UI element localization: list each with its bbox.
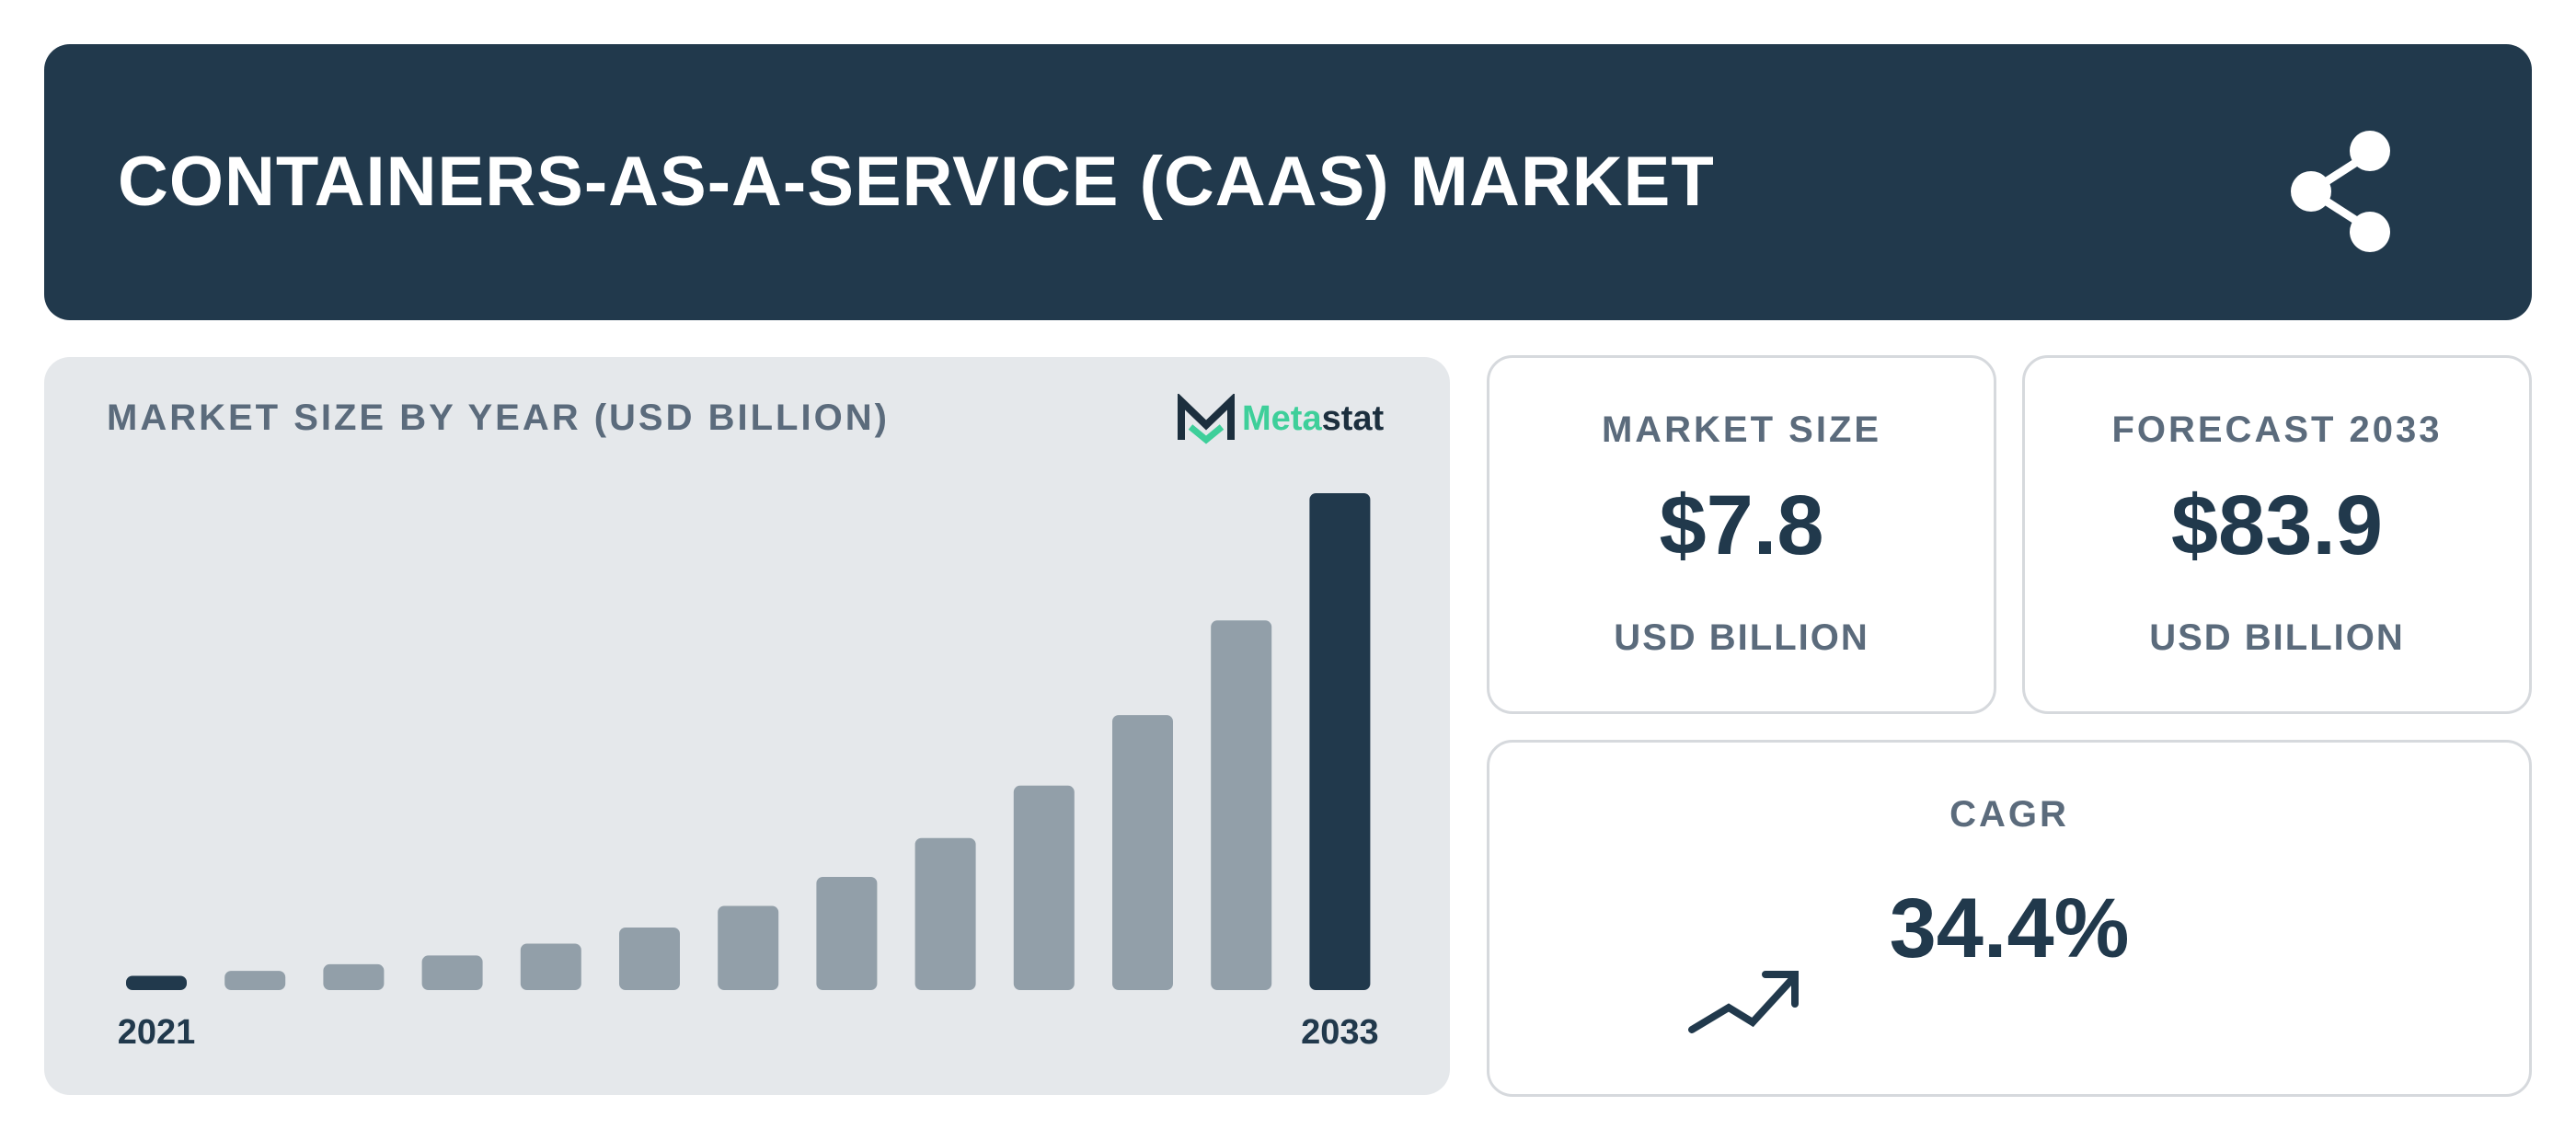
bar-2024 <box>421 955 483 990</box>
cagr-label: CAGR <box>1949 794 2069 835</box>
trend-up-icon <box>1688 971 1799 1033</box>
forecast-card: FORECAST 2033 $83.9 USD BILLION <box>2022 355 2532 714</box>
bar-2033 <box>1309 493 1371 990</box>
tick-label-2033: 2033 <box>1301 1013 1379 1052</box>
forecast-unit: USD BILLION <box>2149 617 2405 658</box>
market-size-chart-card: MARKET SIZE BY YEAR (USD BILLION) Metast… <box>44 357 1450 1095</box>
cagr-value: 34.4% <box>1889 882 2130 975</box>
market-size-card: MARKET SIZE $7.8 USD BILLION <box>1487 355 1996 714</box>
bar-2027 <box>718 905 779 990</box>
bar-2026 <box>619 928 680 990</box>
logo-wordmark: Metastat <box>1242 399 1385 438</box>
market-size-unit: USD BILLION <box>1614 617 1869 658</box>
bar-2030 <box>1013 785 1075 990</box>
header-banner: CONTAINERS-AS-A-SERVICE (CAAS) MARKET <box>44 44 2532 320</box>
tick-label-2021: 2021 <box>118 1013 196 1052</box>
bar-2021 <box>126 975 187 990</box>
market-size-label: MARKET SIZE <box>1601 409 1882 450</box>
bar-chart: 2021 2033 <box>118 493 1379 1052</box>
metastat-logo: Metastat <box>1176 394 1415 449</box>
chart-title: MARKET SIZE BY YEAR (USD BILLION) <box>107 398 890 438</box>
market-size-value: $7.8 <box>1659 478 1824 572</box>
metastat-logo-icon <box>1178 394 1235 444</box>
forecast-value: $83.9 <box>2170 478 2384 572</box>
share-icon <box>2291 131 2390 252</box>
share-button[interactable] <box>2271 118 2418 265</box>
bar-2023 <box>323 963 385 990</box>
page-title: CONTAINERS-AS-A-SERVICE (CAAS) MARKET <box>118 143 1715 221</box>
bar-2022 <box>224 971 286 990</box>
bar-2028 <box>816 877 878 990</box>
forecast-label: FORECAST 2033 <box>2111 409 2443 450</box>
cagr-card: CAGR 34.4% <box>1487 740 2532 1097</box>
bar-2029 <box>914 837 976 990</box>
bar-2032 <box>1211 620 1272 990</box>
bar-2025 <box>520 943 581 990</box>
bar-2031 <box>1112 715 1173 990</box>
